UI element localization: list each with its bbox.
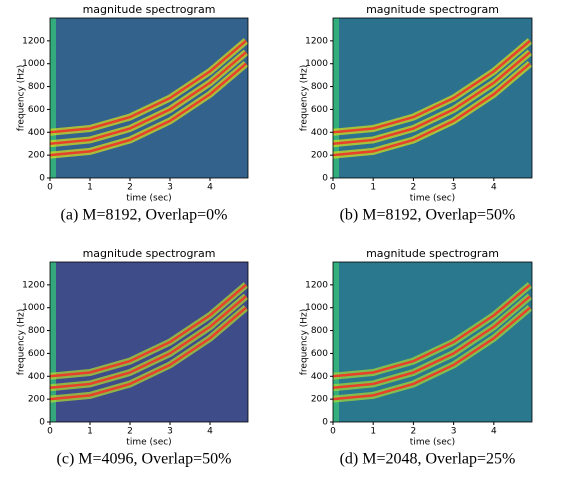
x-tick-label: 1 bbox=[370, 183, 376, 193]
y-tick-label: 200 bbox=[28, 395, 45, 405]
plot-frame bbox=[332, 261, 533, 423]
harmonic-line bbox=[49, 306, 247, 401]
x-tick-label: 1 bbox=[87, 427, 93, 437]
y-tick-label: 1000 bbox=[305, 303, 328, 313]
plot-frame bbox=[49, 261, 249, 423]
y-tick-label: 600 bbox=[28, 105, 45, 115]
caption: (b) M=8192, Overlap=50% bbox=[340, 207, 516, 224]
y-tick-label: 400 bbox=[311, 372, 328, 382]
x-tick-label: 4 bbox=[491, 183, 497, 193]
chart-title: magnitude spectrogram bbox=[366, 3, 499, 16]
y-axis-label: frequency (Hz) bbox=[17, 65, 27, 132]
y-tick-label: 400 bbox=[311, 128, 328, 138]
plot-frame bbox=[332, 17, 533, 179]
harmonic-line bbox=[332, 283, 531, 378]
x-tick-label: 0 bbox=[330, 183, 336, 193]
y-tick-label: 1000 bbox=[22, 59, 45, 69]
onset-strip bbox=[333, 262, 339, 422]
harmonic-line bbox=[332, 62, 531, 157]
onset-strip bbox=[50, 262, 56, 422]
x-tick-label: 2 bbox=[127, 427, 133, 437]
y-axis-label: frequency (Hz) bbox=[17, 309, 27, 376]
harmonic-line bbox=[332, 51, 531, 145]
y-tick-label: 1200 bbox=[305, 36, 328, 46]
harmonic-line bbox=[332, 306, 531, 401]
x-tick-label: 2 bbox=[411, 427, 417, 437]
caption: (d) M=2048, Overlap=25% bbox=[340, 451, 516, 468]
caption: (a) M=8192, Overlap=0% bbox=[61, 207, 228, 224]
harmonic-line bbox=[49, 283, 247, 378]
x-tick-label: 4 bbox=[207, 427, 213, 437]
y-tick-label: 600 bbox=[28, 349, 45, 359]
y-tick-label: 400 bbox=[28, 128, 45, 138]
y-tick-label: 800 bbox=[28, 82, 45, 92]
x-tick-label: 3 bbox=[167, 183, 173, 193]
x-tick-label: 3 bbox=[451, 427, 457, 437]
x-tick-label: 2 bbox=[411, 183, 417, 193]
y-tick-label: 1200 bbox=[305, 280, 328, 290]
harmonic-line bbox=[332, 295, 531, 389]
y-axis-label: frequency (Hz) bbox=[300, 309, 310, 376]
x-tick-label: 0 bbox=[330, 427, 336, 437]
x-axis-label: time (sec) bbox=[126, 194, 171, 204]
harmonic-line bbox=[49, 295, 247, 389]
y-tick-label: 600 bbox=[311, 105, 328, 115]
x-tick-label: 4 bbox=[207, 183, 213, 193]
y-tick-label: 800 bbox=[28, 326, 45, 336]
x-tick-label: 3 bbox=[451, 183, 457, 193]
x-tick-label: 1 bbox=[370, 427, 376, 437]
chart-title: magnitude spectrogram bbox=[83, 3, 216, 16]
y-tick-label: 0 bbox=[39, 174, 45, 184]
harmonic-line bbox=[49, 62, 247, 157]
onset-strip bbox=[50, 18, 56, 178]
y-tick-label: 0 bbox=[39, 418, 45, 428]
chart-title: magnitude spectrogram bbox=[366, 247, 499, 260]
onset-strip bbox=[333, 18, 339, 178]
x-tick-label: 1 bbox=[87, 183, 93, 193]
y-tick-label: 1000 bbox=[22, 303, 45, 313]
y-tick-label: 200 bbox=[311, 151, 328, 161]
x-tick-label: 4 bbox=[491, 427, 497, 437]
x-tick-label: 3 bbox=[167, 427, 173, 437]
x-axis-label: time (sec) bbox=[410, 438, 455, 448]
x-axis-label: time (sec) bbox=[126, 438, 171, 448]
harmonic-line bbox=[49, 51, 247, 145]
x-tick-label: 0 bbox=[47, 183, 53, 193]
caption: (c) M=4096, Overlap=50% bbox=[57, 451, 232, 468]
y-tick-label: 800 bbox=[311, 326, 328, 336]
y-tick-label: 200 bbox=[28, 151, 45, 161]
y-tick-label: 200 bbox=[311, 395, 328, 405]
y-tick-label: 1200 bbox=[22, 36, 45, 46]
y-tick-label: 400 bbox=[28, 372, 45, 382]
y-tick-label: 600 bbox=[311, 349, 328, 359]
y-tick-label: 0 bbox=[322, 174, 328, 184]
x-tick-label: 0 bbox=[47, 427, 53, 437]
y-axis-label: frequency (Hz) bbox=[300, 65, 310, 132]
x-axis-label: time (sec) bbox=[410, 194, 455, 204]
y-tick-label: 0 bbox=[322, 418, 328, 428]
y-tick-label: 1200 bbox=[22, 280, 45, 290]
plot-frame bbox=[49, 17, 249, 179]
chart-title: magnitude spectrogram bbox=[83, 247, 216, 260]
y-tick-label: 800 bbox=[311, 82, 328, 92]
harmonic-line bbox=[49, 39, 247, 134]
x-tick-label: 2 bbox=[127, 183, 133, 193]
harmonic-line bbox=[332, 39, 531, 134]
y-tick-label: 1000 bbox=[305, 59, 328, 69]
